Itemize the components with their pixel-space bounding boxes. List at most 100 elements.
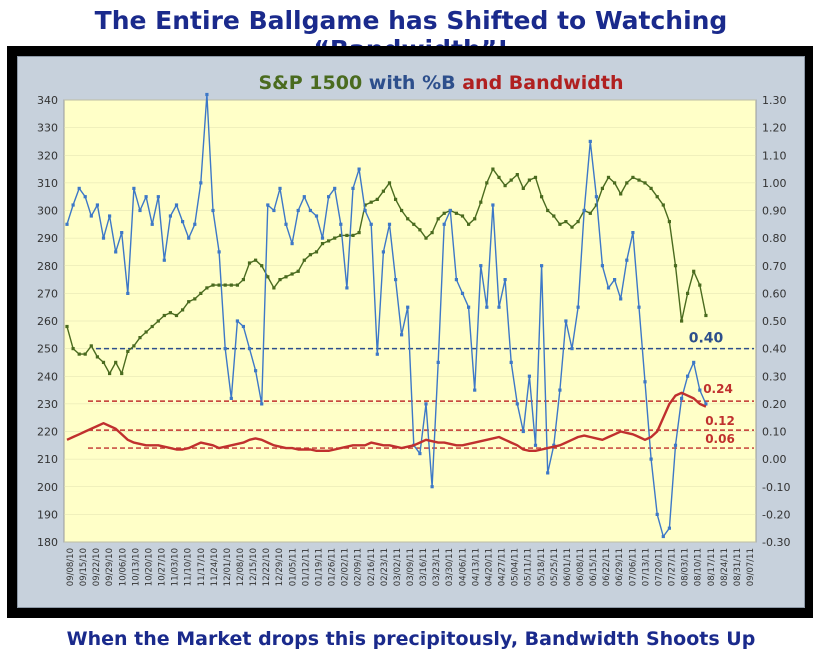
series-point <box>625 258 629 262</box>
right-tick-label: 0.40 <box>762 343 787 356</box>
series-point <box>296 269 300 273</box>
series-point <box>667 526 671 530</box>
left-tick-label: 220 <box>37 426 58 439</box>
series-point <box>497 175 501 179</box>
right-tick-label: 0.60 <box>762 287 787 300</box>
series-point <box>655 512 659 516</box>
series-point <box>704 313 708 318</box>
x-tick-label: 03/16/11 <box>419 548 429 586</box>
series-point <box>418 452 422 456</box>
series-point <box>400 333 404 337</box>
series-point <box>698 283 702 287</box>
left-tick-label: 190 <box>37 508 58 521</box>
series-point <box>95 355 99 359</box>
x-tick-label: 07/06/11 <box>628 548 638 586</box>
x-tick-label: 11/03/10 <box>171 548 181 586</box>
series-point <box>174 313 179 318</box>
x-tick-label: 10/13/10 <box>131 548 141 586</box>
x-tick-label: 06/01/11 <box>563 548 573 586</box>
series-point <box>83 352 87 356</box>
x-tick-label: 07/20/11 <box>654 548 664 586</box>
series-point <box>235 319 239 323</box>
x-tick-label: 04/13/11 <box>471 548 481 586</box>
series-point <box>673 443 678 447</box>
left-tick-label: 340 <box>37 94 58 107</box>
series-point <box>278 186 282 190</box>
series-point <box>497 305 501 309</box>
series-point <box>503 184 507 188</box>
series-point <box>290 272 294 276</box>
series-point <box>71 203 75 207</box>
series-point <box>333 186 337 190</box>
series-point <box>479 200 483 204</box>
series-point <box>509 360 513 364</box>
left-tick-label: 300 <box>37 205 58 218</box>
left-axis: 340 330 320 310 300 290 280 270 260 250 240 230 220 2… <box>37 94 58 549</box>
series-point <box>387 181 392 185</box>
series-point <box>387 222 392 226</box>
right-tick-label: 1.30 <box>762 94 787 107</box>
series-point <box>430 485 434 489</box>
series-point <box>467 305 471 309</box>
x-tick-label: 03/09/11 <box>406 548 416 586</box>
x-tick-label: 07/27/11 <box>668 548 678 586</box>
series-point <box>351 186 355 190</box>
series-point <box>667 220 671 224</box>
series-point <box>430 231 434 235</box>
chart-title: S&P 1500 with %B and Bandwidth <box>258 72 623 94</box>
series-point <box>570 225 574 229</box>
series-point <box>582 208 586 213</box>
series-point <box>363 203 367 207</box>
series-point <box>418 228 422 232</box>
series-point <box>144 330 148 334</box>
series-point <box>655 195 659 199</box>
series-point <box>613 181 617 185</box>
series-point <box>296 208 300 213</box>
right-tick-label: 0.10 <box>762 426 787 439</box>
series-point <box>661 203 665 207</box>
grid <box>64 99 756 543</box>
series-point <box>473 217 477 221</box>
chart-title-part: S&P 1500 <box>258 72 362 94</box>
series-point <box>698 388 702 392</box>
series-point <box>369 200 373 204</box>
series-point <box>631 231 635 235</box>
series-line <box>66 168 707 375</box>
series-point <box>314 250 319 254</box>
series-point <box>266 275 270 279</box>
series-point <box>272 286 276 290</box>
x-axis: 09/08/10 09/15/10 09/22/10 09/29/10 10/06/10… <box>66 548 756 586</box>
x-tick-label: 12/01/10 <box>223 548 233 586</box>
series-point <box>333 236 337 240</box>
series-point <box>473 388 477 392</box>
series-layer <box>65 92 708 539</box>
series-point <box>357 231 361 235</box>
series-point <box>540 264 544 268</box>
right-tick-label: 0.50 <box>762 315 787 328</box>
series-point <box>65 222 69 226</box>
series-point <box>272 208 276 213</box>
series-point <box>327 239 331 243</box>
series-point <box>235 283 239 287</box>
series-point <box>491 167 495 171</box>
series-point <box>375 352 379 356</box>
series-point <box>327 195 331 199</box>
right-tick-label: -0.20 <box>762 508 790 521</box>
series-point <box>241 324 245 329</box>
series-point <box>643 380 647 384</box>
series-point <box>619 192 623 196</box>
series-point <box>120 231 124 235</box>
series-point <box>588 211 592 215</box>
series-point <box>357 167 361 171</box>
x-tick-label: 05/18/11 <box>537 548 547 586</box>
x-tick-label: 11/10/10 <box>184 548 194 586</box>
series-point <box>594 195 598 199</box>
left-tick-label: 290 <box>37 232 58 245</box>
series-point <box>101 236 106 240</box>
left-tick-label: 200 <box>37 481 58 494</box>
right-tick-label: 0.90 <box>762 205 787 218</box>
series-point <box>156 319 160 323</box>
series-point <box>132 344 136 348</box>
series-point <box>454 278 458 282</box>
